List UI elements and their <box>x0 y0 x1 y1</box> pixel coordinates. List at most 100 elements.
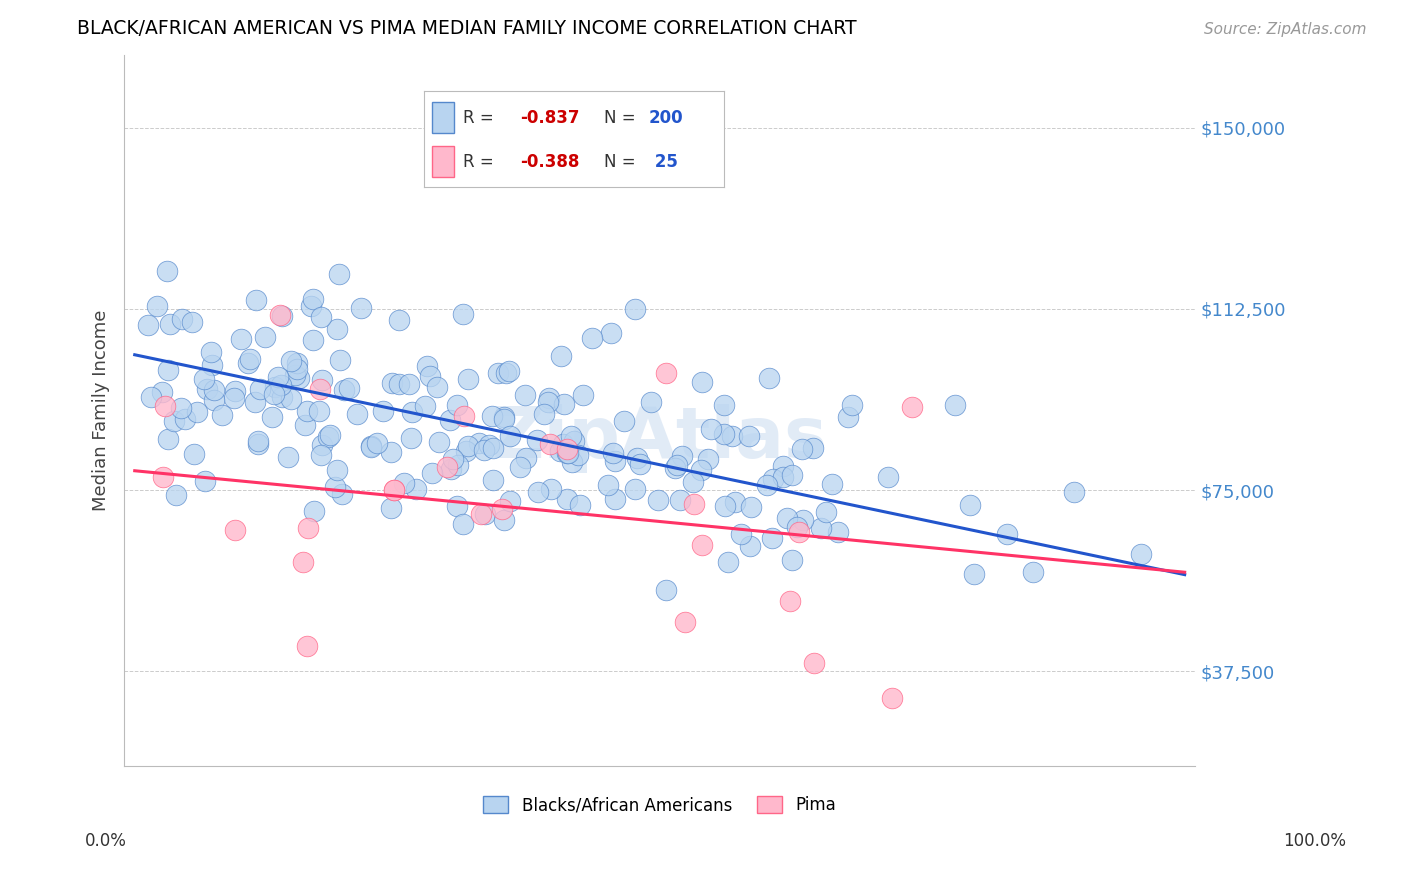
Point <box>551 437 574 451</box>
Point <box>156 263 179 277</box>
Point <box>436 460 458 475</box>
Point <box>447 458 470 472</box>
Text: Source: ZipAtlas.com: Source: ZipAtlas.com <box>1204 22 1367 37</box>
Point <box>451 307 474 321</box>
Point <box>537 394 560 409</box>
Point <box>186 405 208 419</box>
Point <box>170 401 193 415</box>
Point <box>730 527 752 541</box>
Point <box>243 395 266 409</box>
Point <box>780 468 803 483</box>
Point <box>349 301 371 316</box>
Point <box>598 477 620 491</box>
Point <box>239 351 262 366</box>
Point <box>247 434 270 449</box>
Point <box>682 475 704 490</box>
Point <box>468 435 491 450</box>
Point <box>152 470 174 484</box>
Point <box>792 513 814 527</box>
Point <box>561 454 583 468</box>
Point <box>382 483 405 498</box>
Point <box>285 356 308 370</box>
Point <box>333 383 356 397</box>
Point <box>758 371 780 385</box>
Point <box>943 398 966 412</box>
Point <box>498 494 520 508</box>
Point <box>446 398 468 412</box>
Point <box>682 497 704 511</box>
Point <box>509 460 531 475</box>
Point <box>613 414 636 428</box>
Point <box>880 691 903 706</box>
Point <box>1063 485 1085 500</box>
Point <box>200 345 222 359</box>
Point <box>786 520 808 534</box>
Point <box>772 470 794 484</box>
Point <box>669 493 692 508</box>
Legend: Blacks/African Americans, Pima: Blacks/African Americans, Pima <box>477 789 842 822</box>
Point <box>302 292 325 306</box>
Point <box>761 531 783 545</box>
Point <box>229 332 252 346</box>
Point <box>555 446 578 460</box>
Point <box>697 452 720 467</box>
Point <box>420 466 443 480</box>
Point <box>392 475 415 490</box>
Point <box>457 372 479 386</box>
Point <box>416 359 439 374</box>
Point <box>640 395 662 409</box>
Text: ZipAtlas: ZipAtlas <box>492 404 828 474</box>
Point <box>624 301 647 316</box>
Point <box>647 493 669 508</box>
Point <box>299 299 322 313</box>
Point <box>810 521 832 535</box>
Point <box>427 435 450 450</box>
Point <box>720 428 742 442</box>
Point <box>560 428 582 442</box>
Point <box>150 385 173 400</box>
Point <box>837 409 859 424</box>
Point <box>451 517 474 532</box>
Point <box>548 444 571 458</box>
Point <box>249 382 271 396</box>
Point <box>997 527 1019 541</box>
Point <box>779 594 801 608</box>
Point <box>271 309 294 323</box>
Point <box>877 470 900 484</box>
Point <box>671 449 693 463</box>
Point <box>170 311 193 326</box>
Point <box>202 383 225 397</box>
Point <box>901 401 924 415</box>
Point <box>538 391 561 405</box>
Point <box>398 376 420 391</box>
Point <box>553 397 575 411</box>
Point <box>193 372 215 386</box>
Point <box>470 508 492 522</box>
Point <box>555 491 578 506</box>
Point <box>262 409 284 424</box>
Point <box>270 390 292 404</box>
Point <box>772 458 794 473</box>
Point <box>457 439 479 453</box>
Point <box>724 495 747 509</box>
Point <box>157 363 180 377</box>
Point <box>440 462 463 476</box>
Point <box>202 392 225 407</box>
Point <box>841 398 863 412</box>
Point <box>330 487 353 501</box>
Point <box>557 446 579 460</box>
Point <box>380 500 402 515</box>
Point <box>572 388 595 402</box>
Point <box>291 555 314 569</box>
Point <box>180 315 202 329</box>
Point <box>224 384 246 399</box>
Point <box>302 333 325 347</box>
Point <box>329 353 352 368</box>
Point <box>139 390 162 404</box>
Point <box>655 582 678 597</box>
Point <box>569 498 592 512</box>
Point <box>790 442 813 456</box>
Point <box>366 436 388 450</box>
Point <box>827 524 849 539</box>
Point <box>194 474 217 488</box>
